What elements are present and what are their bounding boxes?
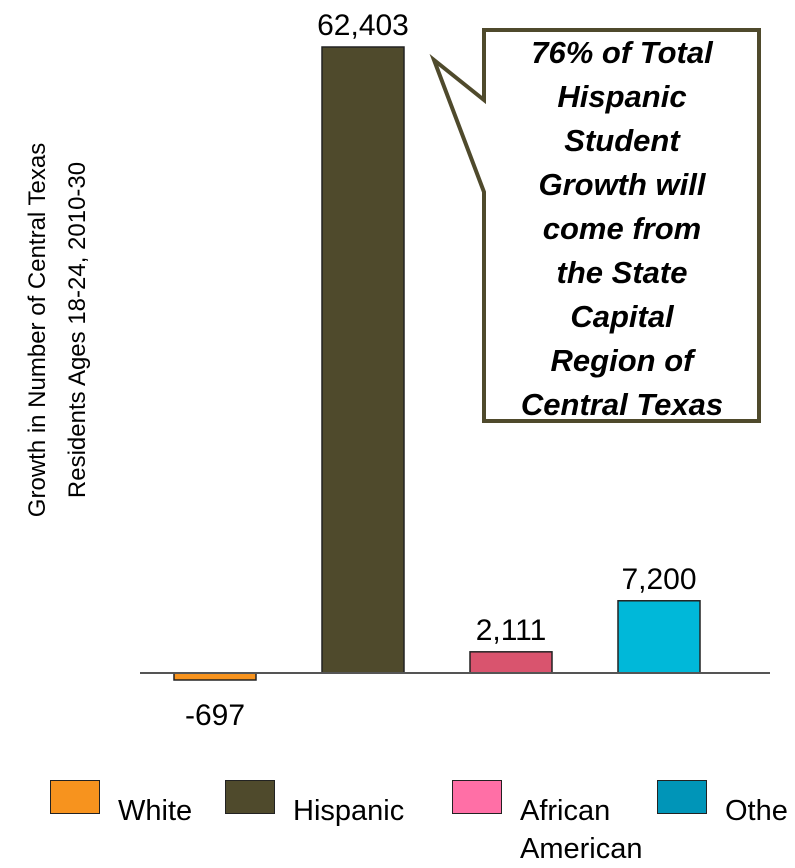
callout-line: Student	[564, 122, 680, 158]
callout-line: Region of	[550, 342, 694, 378]
legend: White Hispanic African American Othe	[0, 780, 795, 865]
y-axis-label-line-1: Growth in Number of Central Texas	[24, 143, 51, 517]
callout-bubble	[429, 28, 761, 423]
legend-swatch-hispanic	[225, 780, 275, 814]
bar-series	[173, 46, 701, 681]
legend-swatch-white	[50, 780, 100, 814]
callout-line: 76% of Total	[531, 34, 713, 70]
callout-text: 76% of Total Hispanic Student Growth will co…	[487, 35, 757, 422]
callout-lines: 76% of Total Hispanic Student Growth will co…	[521, 31, 723, 427]
legend-label-african-american: African American	[520, 795, 643, 865]
y-axis-label-line-2: Residents Ages 18-24, 2010-30	[64, 162, 91, 498]
legend-label-white: White	[118, 795, 193, 827]
legend-label-hispanic: Hispanic	[293, 795, 405, 827]
legend-label-other: Othe	[725, 795, 788, 827]
callout-line: come from	[542, 210, 702, 246]
data-label-white: -697	[185, 699, 245, 732]
legend-swatch-other	[657, 780, 707, 814]
bar-african-american	[469, 651, 553, 674]
callout-line: the State	[556, 254, 688, 290]
bar-other	[617, 600, 701, 674]
callout-line: Central Texas	[520, 386, 724, 422]
bar-white	[173, 672, 257, 681]
data-labels: -697 62,403 2,111 7,200	[185, 9, 697, 732]
data-label-other: 7,200	[621, 563, 696, 596]
y-axis-label: Growth in Number of Central Texas Reside…	[24, 143, 91, 517]
callout-line: Growth will	[538, 166, 706, 202]
data-label-african-american: 2,111	[476, 614, 547, 647]
callout-line: Hispanic	[557, 78, 687, 114]
data-label-hispanic: 62,403	[317, 9, 409, 42]
legend-swatch-african-american	[452, 780, 502, 814]
bar-hispanic	[321, 46, 405, 674]
callout-line: Capital	[570, 298, 674, 334]
